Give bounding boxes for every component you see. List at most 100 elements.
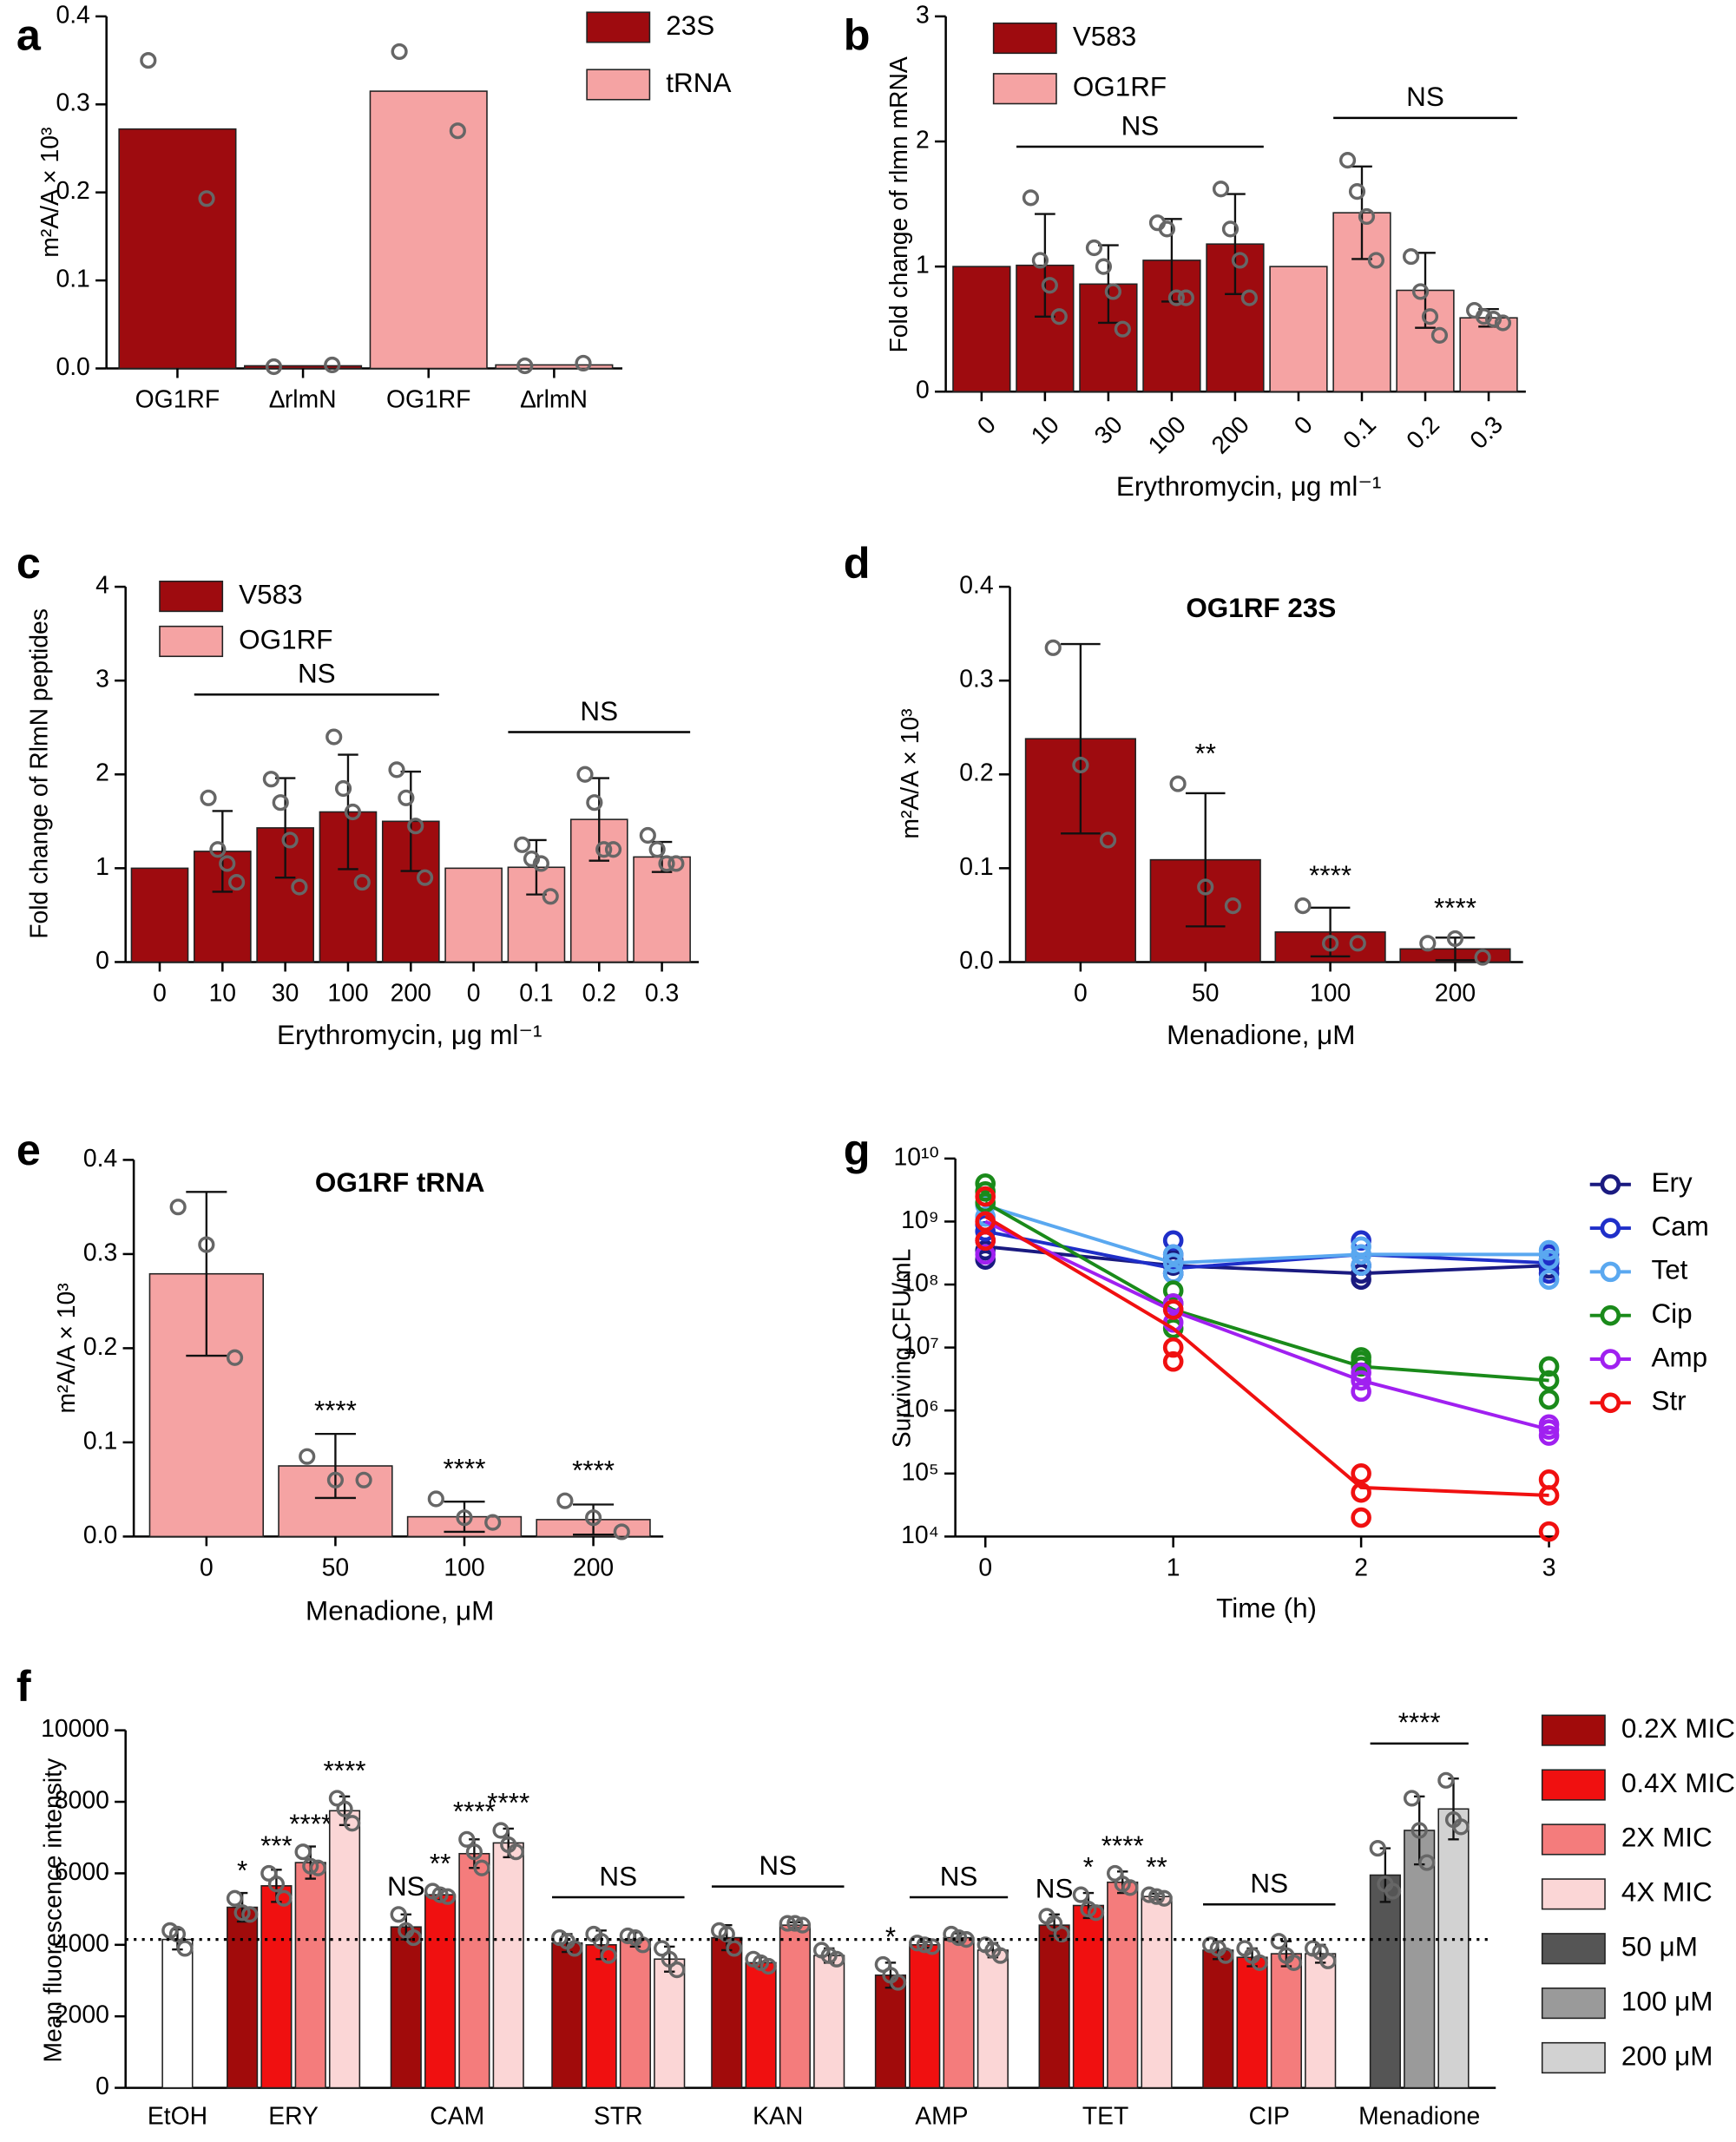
significance-label: ** bbox=[1146, 1852, 1167, 1882]
y-tick-label: 0.1 bbox=[959, 852, 993, 880]
data-point bbox=[584, 1509, 602, 1527]
legend-marker bbox=[1600, 1304, 1621, 1326]
data-point bbox=[1212, 181, 1230, 198]
data-point bbox=[1538, 1239, 1560, 1261]
bar bbox=[294, 1862, 326, 2089]
bar bbox=[390, 1926, 422, 2089]
bar bbox=[1369, 1874, 1401, 2089]
y-tick-label: 10000 bbox=[41, 1714, 109, 1742]
data-point bbox=[1538, 1356, 1560, 1377]
y-tick-label: 0 bbox=[916, 376, 930, 404]
legend-swatch bbox=[992, 73, 1057, 105]
data-point bbox=[1158, 220, 1176, 238]
panel-letter: a bbox=[16, 10, 42, 59]
data-point bbox=[1437, 1771, 1455, 1789]
y-tick-label: 10⁵ bbox=[902, 1457, 939, 1485]
bar bbox=[779, 1924, 811, 2089]
panel-letter: f bbox=[16, 1661, 31, 1711]
legend-swatch bbox=[1541, 1988, 1606, 2020]
data-point bbox=[1351, 1255, 1371, 1276]
x-tick-label: 100 bbox=[327, 979, 368, 1007]
data-point bbox=[1402, 247, 1420, 266]
data-point bbox=[1452, 1818, 1470, 1836]
series-line bbox=[984, 1215, 1549, 1497]
data-point bbox=[267, 1876, 286, 1893]
significance-label: NS bbox=[387, 1871, 425, 1902]
data-point bbox=[639, 826, 656, 844]
x-axis-label: Time (h) bbox=[1216, 1593, 1317, 1624]
data-point bbox=[281, 831, 299, 849]
bar bbox=[424, 1894, 457, 2089]
data-point bbox=[1367, 252, 1385, 269]
data-point bbox=[975, 1173, 996, 1194]
bar bbox=[976, 1949, 1009, 2089]
y-tick-label: 0.0 bbox=[56, 352, 89, 380]
bar bbox=[745, 1961, 777, 2089]
data-point bbox=[1072, 756, 1089, 774]
data-point bbox=[1162, 1230, 1184, 1252]
data-point bbox=[1384, 1882, 1402, 1900]
data-point bbox=[404, 1928, 423, 1947]
data-point bbox=[1240, 289, 1258, 306]
y-tick-label: 1 bbox=[95, 852, 109, 880]
significance-label: * bbox=[237, 1856, 247, 1886]
legend-label: 0.4X MIC bbox=[1621, 1768, 1735, 1798]
data-point bbox=[294, 1843, 312, 1861]
legend-swatch bbox=[1541, 1823, 1606, 1856]
data-point bbox=[653, 1940, 671, 1957]
bar bbox=[1270, 1953, 1302, 2089]
data-point bbox=[593, 1933, 610, 1950]
data-point bbox=[957, 1931, 975, 1948]
y-tick-label: 0.2 bbox=[959, 759, 993, 786]
data-point bbox=[219, 855, 236, 872]
legend-swatch bbox=[992, 22, 1057, 55]
data-point bbox=[1338, 152, 1357, 169]
data-point bbox=[1046, 1915, 1063, 1932]
y-tick-label: 0.4 bbox=[56, 0, 89, 28]
data-point bbox=[786, 1915, 804, 1932]
y-axis-label: m²A/A × 10³ bbox=[52, 1283, 80, 1413]
x-tick-label: 0 bbox=[971, 411, 1001, 440]
data-point bbox=[1162, 1280, 1184, 1301]
data-point bbox=[1217, 1947, 1234, 1964]
data-point bbox=[272, 794, 289, 811]
data-point bbox=[1351, 1482, 1371, 1503]
y-tick-label: 0.3 bbox=[56, 89, 89, 116]
x-tick-label: 200 bbox=[391, 979, 431, 1007]
x-tick-label: 0.2 bbox=[1401, 411, 1444, 454]
x-tick-label: 100 bbox=[1310, 979, 1351, 1007]
legend-label: tRNA bbox=[666, 68, 731, 98]
y-axis-label: m²A/A × 10³ bbox=[36, 128, 63, 258]
y-tick-label: 4000 bbox=[55, 1928, 109, 1956]
bar bbox=[633, 856, 691, 963]
x-axis-label: Erythromycin, μg ml⁻¹ bbox=[1116, 471, 1381, 502]
legend-label: Cip bbox=[1651, 1298, 1692, 1329]
x-tick-label: 50 bbox=[322, 1554, 349, 1581]
bracket-label: NS bbox=[759, 1850, 797, 1881]
data-point bbox=[449, 122, 466, 140]
data-point bbox=[668, 1961, 686, 1979]
data-point bbox=[1114, 320, 1131, 338]
data-point bbox=[575, 354, 592, 372]
data-point bbox=[1484, 311, 1503, 328]
data-point bbox=[391, 43, 408, 61]
data-point bbox=[1351, 1381, 1371, 1403]
bar bbox=[1038, 1924, 1070, 2089]
significance-label: *** bbox=[260, 1830, 293, 1861]
data-point bbox=[1087, 1904, 1105, 1922]
data-point bbox=[1053, 1925, 1070, 1943]
legend-swatch bbox=[1541, 2041, 1606, 2074]
series-line bbox=[984, 1204, 1549, 1265]
data-point bbox=[398, 789, 415, 806]
significance-label: **** bbox=[1434, 893, 1476, 923]
data-point bbox=[1538, 1269, 1560, 1291]
bar bbox=[444, 867, 503, 963]
bracket-label: NS bbox=[940, 1861, 978, 1891]
legend-marker bbox=[1600, 1218, 1621, 1239]
legend-swatch bbox=[1541, 1714, 1606, 1746]
legend-marker bbox=[1600, 1173, 1621, 1195]
x-tick-label: 30 bbox=[272, 979, 299, 1007]
data-point bbox=[1285, 1954, 1303, 1971]
data-point bbox=[1294, 897, 1312, 915]
x-tick-label: 10 bbox=[209, 979, 236, 1007]
